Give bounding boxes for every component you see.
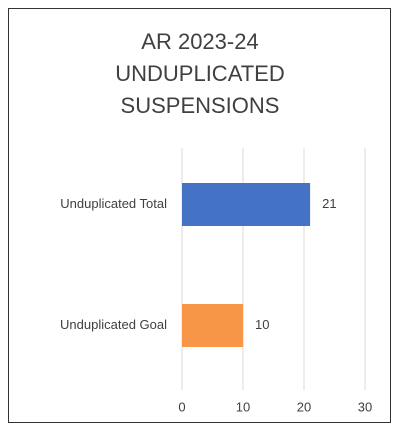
y-tick-label: Unduplicated Goal: [60, 317, 167, 332]
data-label: 10: [255, 317, 269, 332]
x-tick-label: 30: [358, 399, 372, 414]
x-tick-label: 20: [297, 399, 311, 414]
bar: [182, 183, 311, 226]
chart-frame: [8, 8, 391, 423]
chart-title: AR 2023-24 UNDUPLICATED SUSPENSIONS: [115, 29, 285, 118]
x-tick-label: 10: [236, 399, 250, 414]
data-label: 21: [322, 196, 336, 211]
bar: [182, 304, 243, 347]
x-tick-label: 0: [178, 399, 185, 414]
y-tick-label: Unduplicated Total: [60, 196, 167, 211]
